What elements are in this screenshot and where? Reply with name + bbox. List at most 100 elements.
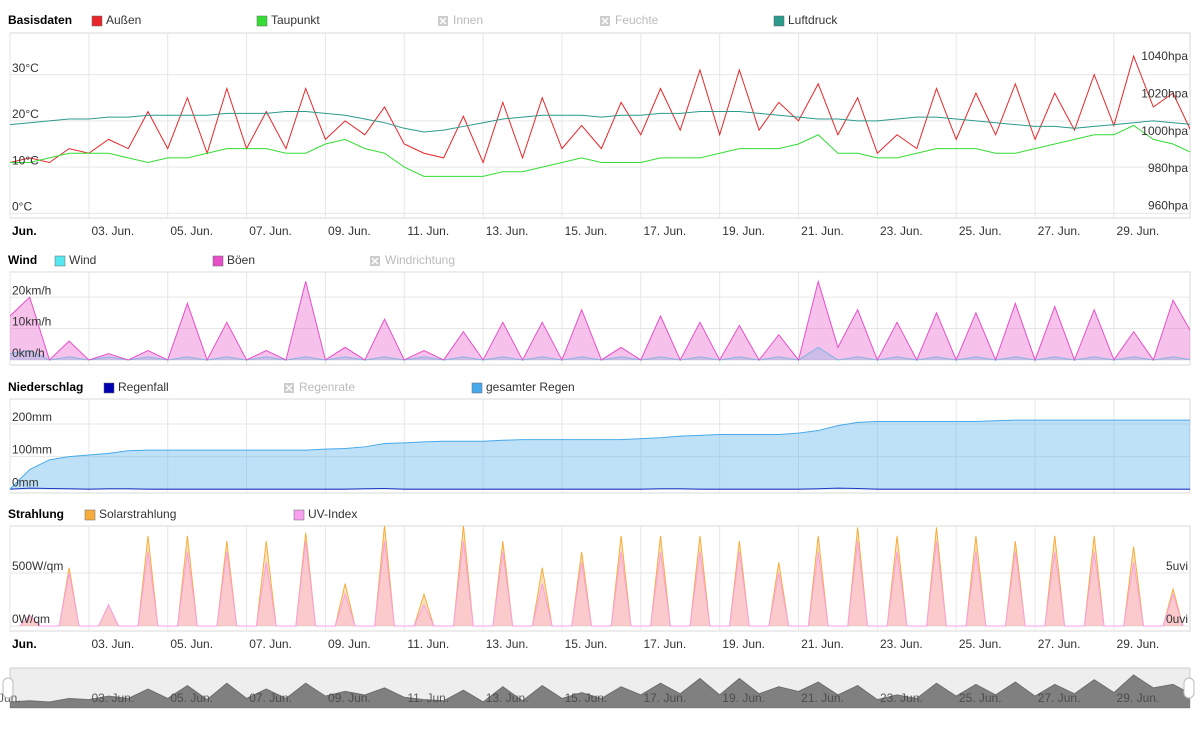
plot-series — [10, 279, 1190, 362]
y2-tick-label: 1000hpa — [1141, 124, 1188, 138]
legend-swatch[interactable] — [103, 382, 115, 394]
y2-tick-label: 980hpa — [1148, 161, 1188, 175]
x-tick-label: 21. Jun. — [801, 224, 844, 238]
navigator-handle-right[interactable] — [1183, 677, 1195, 699]
chart-title: Wind — [8, 253, 37, 267]
series-area — [10, 281, 1190, 360]
chart-title: Strahlung — [8, 507, 64, 521]
navigator-tick-label: 13. Jun. — [486, 691, 529, 705]
x-tick-label: 03. Jun. — [91, 637, 134, 651]
navigator-tick-label: 05. Jun. — [170, 691, 213, 705]
y-tick-label: 0mm — [12, 475, 39, 489]
navigator-tick-label: 27. Jun. — [1038, 691, 1081, 705]
series-line — [10, 110, 1190, 133]
legend-label-hidden[interactable]: Windrichtung — [385, 253, 455, 267]
legend-swatch-cross[interactable] — [371, 257, 379, 265]
x-tick-label: 23. Jun. — [880, 224, 923, 238]
legend-swatch[interactable] — [212, 255, 224, 267]
legend-label[interactable]: Solarstrahlung — [99, 507, 176, 521]
navigator-handle-left[interactable] — [2, 677, 14, 699]
x-tick-label: 25. Jun. — [959, 637, 1002, 651]
legend-label-hidden[interactable]: Feuchte — [615, 13, 659, 27]
legend-label-hidden[interactable]: Regenrate — [299, 380, 355, 394]
x-tick-label: 23. Jun. — [880, 637, 923, 651]
y2-tick-label: 1040hpa — [1141, 49, 1188, 63]
legend-label[interactable]: Regenfall — [118, 380, 169, 394]
navigator-area — [10, 674, 1190, 708]
legend-swatch[interactable] — [293, 509, 305, 521]
series-line — [10, 279, 1190, 362]
x-tick-label: 19. Jun. — [722, 637, 765, 651]
navigator-tick-label: 11. Jun. — [407, 691, 449, 705]
x-tick-label: Jun. — [12, 224, 37, 238]
navigator-tick-label: 25. Jun. — [959, 691, 1002, 705]
legend-label[interactable]: Luftdruck — [788, 13, 838, 27]
y-tick-label: 20°C — [12, 107, 39, 121]
x-tick-label: 19. Jun. — [722, 224, 765, 238]
y2-tick-label: 1020hpa — [1141, 86, 1188, 100]
y-tick-label: 30°C — [12, 61, 39, 75]
y2-tick-label: 960hpa — [1148, 199, 1188, 213]
series-line — [10, 54, 1190, 164]
plot-frame — [9, 32, 1191, 219]
series-line — [10, 487, 1190, 490]
navigator-series — [10, 674, 1190, 708]
x-tick-label: 27. Jun. — [1038, 637, 1081, 651]
x-tick-label: 13. Jun. — [486, 637, 529, 651]
x-tick-label: Jun. — [12, 637, 37, 651]
series-area — [19, 541, 1183, 627]
legend-swatch-cross[interactable] — [601, 17, 609, 25]
legend-swatch[interactable] — [773, 15, 785, 27]
y-tick-label: 10°C — [12, 153, 39, 167]
y2-tick-label: 5uvi — [1166, 559, 1188, 573]
navigator-tick-label: 29. Jun. — [1117, 691, 1160, 705]
navigator-tick-label: 03. Jun. — [91, 691, 134, 705]
y2-tick-label: 0uvi — [1166, 612, 1188, 626]
legend-swatch[interactable] — [84, 509, 96, 521]
legend-swatch-cross[interactable] — [439, 17, 447, 25]
y-tick-label: 0km/h — [12, 346, 45, 360]
x-tick-label: 13. Jun. — [486, 224, 529, 238]
legend-swatch[interactable] — [54, 255, 66, 267]
legend-label[interactable]: Taupunkt — [271, 13, 320, 27]
navigator-tick-label: 15. Jun. — [565, 691, 608, 705]
y-tick-label: 20km/h — [12, 283, 51, 297]
y-tick-label: 10km/h — [12, 315, 51, 329]
y-tick-label: 0°C — [12, 200, 32, 214]
legend-label[interactable]: Wind — [69, 253, 96, 267]
legend-swatch[interactable] — [471, 382, 483, 394]
x-tick-label: 11. Jun. — [407, 637, 449, 651]
y-tick-label: 200mm — [12, 410, 52, 424]
legend-swatch[interactable] — [91, 15, 103, 27]
legend-swatch[interactable] — [256, 15, 268, 27]
x-tick-label: 05. Jun. — [170, 637, 213, 651]
x-tick-label: 07. Jun. — [249, 224, 292, 238]
x-tick-label: 05. Jun. — [170, 224, 213, 238]
x-tick-label: 27. Jun. — [1038, 224, 1081, 238]
legend-label[interactable]: gesamter Regen — [486, 380, 575, 394]
navigator-tick-label: 09. Jun. — [328, 691, 371, 705]
navigator-tick-label: 17. Jun. — [643, 691, 686, 705]
y-tick-label: 500W/qm — [12, 559, 63, 573]
y-tick-label: 100mm — [12, 443, 52, 457]
x-tick-label: 09. Jun. — [328, 224, 371, 238]
legend-label-hidden[interactable]: Innen — [453, 13, 483, 27]
x-tick-label: 25. Jun. — [959, 224, 1002, 238]
legend-label[interactable]: UV-Index — [308, 507, 357, 521]
plot-series — [10, 54, 1190, 177]
legend-swatch-cross[interactable] — [285, 384, 293, 392]
legend-label[interactable]: Außen — [106, 13, 141, 27]
y-tick-label: 0W/qm — [12, 612, 50, 626]
x-tick-label: 03. Jun. — [91, 224, 134, 238]
navigator-tick-label: 23. Jun. — [880, 691, 923, 705]
series-line — [10, 124, 1190, 177]
series-area — [10, 420, 1190, 490]
legend-label[interactable]: Böen — [227, 253, 255, 267]
x-tick-label: 15. Jun. — [565, 637, 608, 651]
x-tick-label: 11. Jun. — [407, 224, 449, 238]
x-tick-label: 29. Jun. — [1117, 637, 1160, 651]
plot-series — [10, 419, 1190, 490]
series-line — [19, 541, 1184, 627]
